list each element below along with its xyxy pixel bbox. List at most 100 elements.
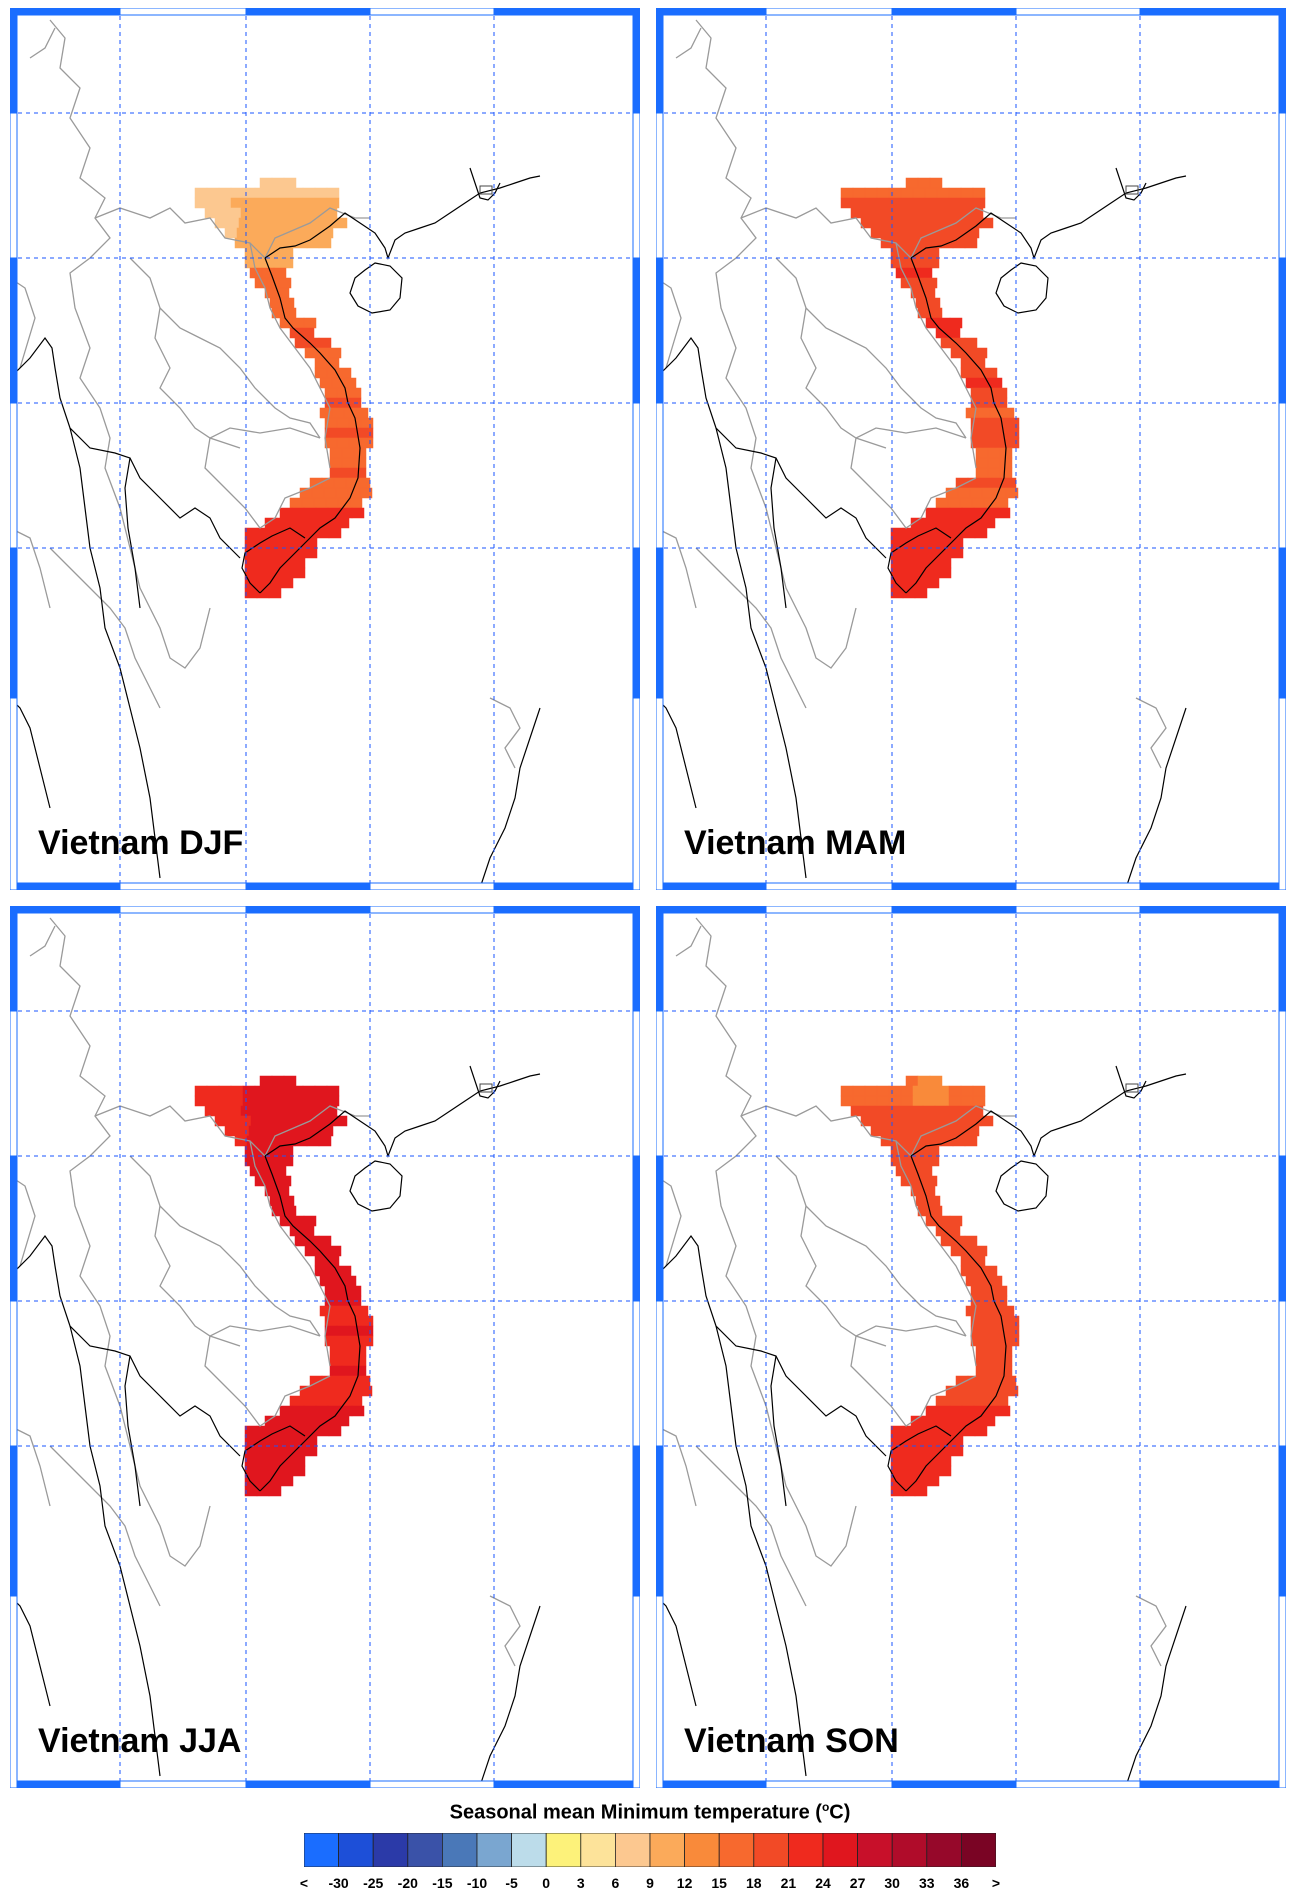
colorbar-tick-label: 12 <box>676 1875 693 1891</box>
temperature-cell <box>311 1385 325 1397</box>
temperature-cell <box>256 1445 270 1457</box>
temperature-cell <box>266 1085 280 1097</box>
temperature-cell <box>276 207 290 219</box>
temperature-cell <box>894 227 908 239</box>
frame-tick-top <box>245 8 371 16</box>
temperature-cell <box>876 187 890 199</box>
frame-tick-left <box>10 112 18 259</box>
country-border <box>800 307 887 449</box>
temperature-cell <box>969 487 983 499</box>
temperature-cell <box>280 1465 294 1477</box>
frame-tick-top <box>765 906 893 914</box>
frame-tick-right <box>632 1155 640 1302</box>
temperature-cell <box>932 1115 946 1127</box>
temperature-cell <box>216 207 230 219</box>
temperature-cell <box>906 227 920 239</box>
temperature-cell <box>934 207 948 219</box>
temperature-cell <box>329 447 343 459</box>
temperature-cell <box>925 507 939 519</box>
colorbar-tick-label: -25 <box>363 1875 384 1891</box>
legend-title: Seasonal mean Minimum temperature (oC) <box>449 1800 851 1824</box>
coastline <box>479 1605 541 1787</box>
coastline <box>770 457 787 609</box>
temperature-cell <box>268 247 282 259</box>
temperature-cell <box>902 567 916 579</box>
temperature-cell <box>840 1085 854 1097</box>
temperature-cell <box>310 1115 324 1127</box>
frame-tick-right <box>1278 1155 1286 1302</box>
country-border <box>94 207 266 259</box>
temperature-cell <box>862 207 876 219</box>
country-border <box>895 1140 977 1367</box>
temperature-cell <box>932 217 946 229</box>
temperature-cell <box>256 1465 270 1477</box>
temperature-cell <box>264 207 278 219</box>
temperature-cell <box>982 1315 996 1327</box>
country-border <box>49 1445 161 1607</box>
temperature-cell <box>984 1265 998 1277</box>
temperature-cell <box>974 347 988 359</box>
temperature-cell <box>256 1455 270 1467</box>
frame-tick-top <box>891 906 1017 914</box>
temperature-cell <box>864 187 878 199</box>
temperature-cell <box>314 187 328 199</box>
temperature-cell <box>952 237 966 249</box>
country-border <box>489 1595 521 1667</box>
temperature-cell <box>937 1405 951 1417</box>
temperature-cell <box>291 507 305 519</box>
coastline <box>995 262 1049 314</box>
temperature-cell <box>204 1105 218 1117</box>
panel-label-son: Vietnam SON <box>684 1722 899 1760</box>
frame-tick-left <box>10 402 18 549</box>
temperature-cell <box>248 227 262 239</box>
temperature-cell <box>250 217 264 229</box>
temperature-cell <box>934 1105 948 1117</box>
temperature-cell <box>360 1325 374 1337</box>
temperature-cell <box>359 487 373 499</box>
temperature-cell <box>870 227 884 239</box>
temperature-cell <box>912 187 926 199</box>
temperature-cell <box>888 187 902 199</box>
map-frame <box>656 906 1286 1788</box>
temperature-cell <box>902 1445 916 1457</box>
temperature-cell <box>348 387 362 399</box>
temperature-cell <box>956 1115 970 1127</box>
frame-tick-left <box>10 1445 18 1597</box>
temperature-cell <box>948 197 962 209</box>
temperature-cell <box>254 1095 268 1107</box>
country-borders <box>10 19 521 769</box>
temperature-cell <box>268 1475 282 1487</box>
frame-tick-right <box>1278 1300 1286 1447</box>
temperature-cell <box>291 1215 305 1227</box>
frame-tick-left <box>10 257 18 404</box>
frame-tick-right <box>632 8 640 114</box>
temperature-cell <box>924 1095 938 1107</box>
country-border <box>695 1445 807 1607</box>
temperature-cell <box>908 1115 922 1127</box>
temperature-cell <box>319 377 333 389</box>
map-background <box>10 906 640 1788</box>
frame-tick-top <box>10 906 121 914</box>
temperature-cell <box>331 407 345 419</box>
temperature-cell <box>288 207 302 219</box>
temperature-cell <box>872 217 886 229</box>
temperature-cell <box>950 1445 964 1457</box>
temperature-cell <box>292 537 306 549</box>
colorbar-tick-label: < <box>299 1875 309 1891</box>
temperature-cell <box>314 1095 328 1107</box>
temperature-cell <box>256 527 270 539</box>
frame-tick-right <box>1278 112 1286 259</box>
temperature-cell <box>982 417 996 429</box>
country-border <box>775 257 967 439</box>
temperature-cell <box>329 1365 343 1377</box>
temperature-cell <box>296 227 310 239</box>
inset-box <box>1125 185 1139 195</box>
temperature-cell <box>349 497 363 509</box>
temperature-cell <box>914 1155 928 1167</box>
coastlines <box>656 167 1187 889</box>
inset-box <box>479 1083 493 1093</box>
temperature-cell <box>914 577 928 589</box>
temperature-cell <box>888 1085 902 1097</box>
temperature-cell <box>922 1415 936 1427</box>
temperature-cell <box>204 207 218 219</box>
